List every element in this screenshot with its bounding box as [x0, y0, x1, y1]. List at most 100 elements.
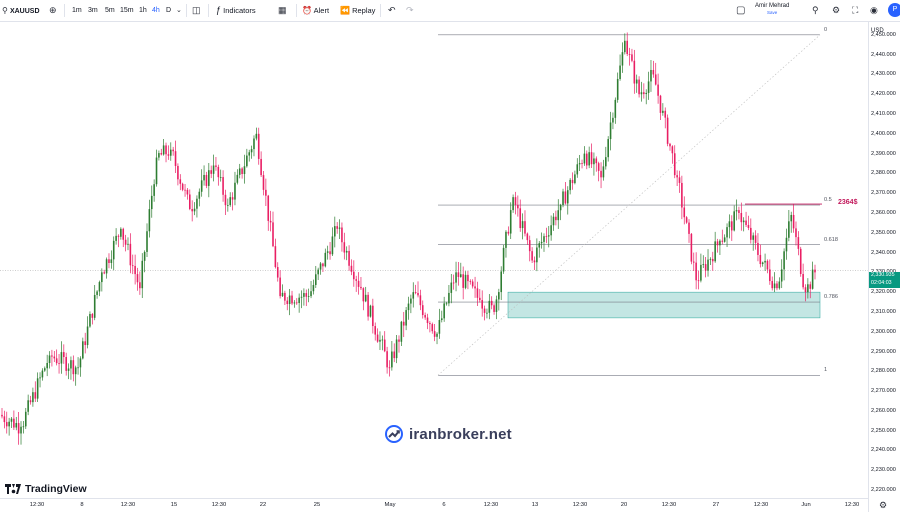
candle	[754, 230, 757, 250]
layout-grid-icon[interactable]: ▦	[278, 5, 287, 15]
layout-square-icon[interactable]: ▢	[736, 5, 746, 16]
candle	[811, 261, 814, 290]
candle	[39, 372, 41, 388]
candle-body	[395, 339, 398, 359]
candle-body	[317, 269, 319, 275]
candle-body	[212, 165, 215, 174]
top-toolbar: ⚲ XAUUSD ⊕ 1m 3m 5m 15m 1h 4h D ⌄ ◫ ƒ Indicato…	[0, 0, 900, 22]
candle	[224, 189, 227, 215]
candle	[612, 112, 614, 130]
candle	[65, 352, 67, 376]
candle-body	[336, 226, 338, 229]
candle	[719, 239, 721, 255]
candle	[664, 107, 667, 129]
price-tick-label: 2,390.000	[871, 150, 896, 157]
candle	[809, 281, 812, 299]
timeframe-D[interactable]: D	[166, 7, 172, 14]
candle-body	[8, 421, 10, 427]
candle-body	[436, 333, 438, 337]
settings-gear-icon[interactable]: ⚙	[832, 5, 841, 15]
candle	[253, 135, 255, 157]
candle	[750, 218, 752, 244]
tradingview-logo[interactable]: TradingView	[5, 483, 87, 495]
candle-body	[167, 154, 170, 156]
replay-button[interactable]: ⏪ Replay	[340, 3, 375, 18]
timeframe-15m[interactable]: 15m	[120, 7, 134, 14]
candle-body	[445, 303, 448, 305]
timeframe-3m[interactable]: 3m	[88, 7, 98, 14]
candle-body	[155, 157, 158, 185]
candle-body	[600, 170, 602, 178]
candle	[89, 311, 91, 328]
candle	[293, 300, 296, 308]
quick-search-icon[interactable]: ⚲	[812, 5, 819, 15]
alert-button[interactable]: ⏰ Alert	[302, 3, 329, 18]
chevron-down-icon[interactable]: ⌄	[176, 7, 182, 14]
fullscreen-icon[interactable]: ⛶	[852, 5, 859, 15]
candle-body	[747, 224, 750, 228]
candle-body	[692, 261, 695, 263]
candle-body	[405, 310, 407, 326]
timeframe-1h[interactable]: 1h	[139, 7, 147, 14]
publish-button[interactable]: P	[888, 3, 900, 17]
candle	[369, 304, 372, 318]
candle-body	[635, 79, 638, 84]
candle-body	[628, 54, 631, 55]
compare-add-icon[interactable]: ⊕	[49, 5, 57, 15]
candle	[184, 184, 186, 197]
candle-body	[224, 194, 227, 206]
candle-body	[198, 191, 201, 199]
redo-icon[interactable]: ↷	[406, 5, 414, 15]
candle	[345, 246, 348, 261]
candle-body	[357, 280, 360, 287]
candle	[633, 49, 636, 94]
axis-settings-icon[interactable]: ⚙	[879, 500, 888, 510]
undo-icon[interactable]: ↶	[388, 5, 396, 15]
candle-body	[588, 152, 590, 166]
candle	[139, 271, 141, 295]
candle	[348, 245, 350, 271]
candle-body	[424, 315, 426, 318]
user-badge[interactable]: Amir Mehrad Save	[755, 3, 789, 16]
camera-icon[interactable]: ◉	[870, 5, 878, 15]
candle	[312, 279, 315, 295]
candle-body	[467, 274, 469, 282]
time-axis[interactable]: 12:30 8 12:30 15 12:30 22 25 May 6 12:30 13 12:30 20…	[0, 498, 868, 513]
candle-body	[457, 272, 460, 277]
candle-body	[421, 305, 424, 316]
price-axis[interactable]: USD 2,450.000 2,440.000 2,430.000 2,420.000…	[868, 21, 900, 512]
candle	[728, 214, 731, 239]
timeframe-4h[interactable]: 4h	[152, 7, 160, 14]
candle-body	[783, 251, 785, 270]
candle-body	[481, 300, 483, 309]
candle-body	[569, 179, 571, 191]
candle-body	[533, 260, 536, 263]
symbol-search[interactable]: ⚲ XAUUSD	[2, 3, 40, 18]
candle	[562, 188, 564, 208]
fib-level-label: 0	[824, 26, 828, 33]
candle-body	[350, 265, 353, 272]
indicators-button[interactable]: ƒ Indicators	[216, 3, 256, 18]
candle-body	[177, 165, 179, 180]
candle-body	[307, 296, 310, 297]
candle-type-icon[interactable]: ◫	[192, 5, 201, 15]
publish-initial: P	[892, 6, 898, 13]
candle-body	[547, 235, 550, 237]
candle	[443, 296, 445, 322]
iranbroker-logo-icon	[385, 425, 403, 443]
candle	[234, 171, 236, 206]
candle-body	[562, 191, 564, 206]
candle	[433, 323, 436, 342]
timeframe-1m[interactable]: 1m	[72, 7, 82, 14]
price-tick-label: 2,340.000	[871, 249, 896, 256]
candle	[243, 154, 246, 184]
candle-body	[55, 358, 58, 364]
timeframe-5m[interactable]: 5m	[105, 7, 115, 14]
candle	[112, 236, 115, 271]
candle-body	[250, 149, 253, 153]
candle-body	[367, 294, 369, 317]
price-tick-label: 2,320.000	[871, 289, 896, 296]
candle	[483, 305, 486, 321]
price-chart[interactable]	[0, 21, 868, 498]
candle-body	[162, 145, 165, 155]
